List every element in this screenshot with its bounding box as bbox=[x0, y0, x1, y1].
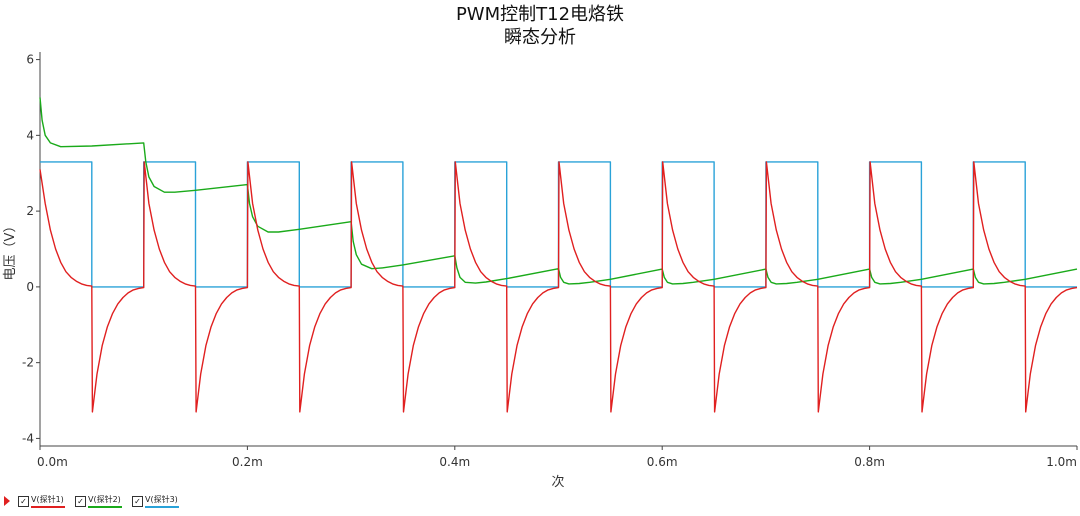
x-tick-label: 0.2m bbox=[232, 455, 263, 469]
y-tick-label: 4 bbox=[26, 128, 34, 142]
chart: PWM控制T12电烙铁 瞬态分析 -4 -2 0 2 4 6 0.0m 0.2m 0.4m 0.6… bbox=[3, 4, 1078, 490]
legend-item-probe1[interactable]: ✓ V(探针1) bbox=[18, 494, 65, 508]
checkbox-checked-icon[interactable]: ✓ bbox=[18, 495, 29, 507]
legend-item-probe3[interactable]: ✓ V(探针3) bbox=[132, 494, 179, 508]
legend-swatch bbox=[88, 506, 122, 508]
legend-swatch bbox=[31, 506, 65, 508]
chart-subtitle: 瞬态分析 bbox=[504, 27, 576, 48]
x-axis-label: 次 bbox=[551, 474, 564, 490]
plot-area bbox=[39, 97, 1078, 413]
x-tick-label: 0.4m bbox=[439, 455, 470, 469]
series-line-probe1 bbox=[39, 161, 1078, 413]
x-tick-label: 0.8m bbox=[854, 455, 885, 469]
x-tick-label: 1.0m bbox=[1046, 455, 1077, 469]
axes: -4 -2 0 2 4 6 0.0m 0.2m 0.4m 0.6m 0.8m 1.0m bbox=[22, 52, 1078, 469]
y-tick-label: -2 bbox=[22, 356, 34, 370]
legend: ✓ V(探针1) ✓ V(探针2) ✓ V(探针3) bbox=[4, 490, 179, 512]
legend-label: V(探针3) bbox=[145, 495, 178, 504]
chart-title: PWM控制T12电烙铁 bbox=[456, 4, 624, 25]
y-tick-label: 0 bbox=[26, 280, 34, 294]
x-tick-label: 0.0m bbox=[37, 455, 68, 469]
checkbox-checked-icon[interactable]: ✓ bbox=[75, 495, 86, 507]
active-series-marker-icon bbox=[4, 496, 10, 506]
legend-item-probe2[interactable]: ✓ V(探针2) bbox=[75, 494, 122, 508]
y-tick-label: -4 bbox=[22, 431, 34, 445]
legend-swatch bbox=[145, 506, 179, 508]
series-line-probe2 bbox=[39, 97, 1078, 285]
legend-label: V(探针2) bbox=[88, 495, 121, 504]
checkbox-checked-icon[interactable]: ✓ bbox=[132, 495, 143, 507]
y-tick-label: 6 bbox=[26, 53, 34, 67]
y-tick-label: 2 bbox=[26, 204, 34, 218]
y-axis-label: 电压（V） bbox=[3, 220, 18, 281]
x-tick-label: 0.6m bbox=[647, 455, 678, 469]
legend-label: V(探针1) bbox=[31, 495, 64, 504]
